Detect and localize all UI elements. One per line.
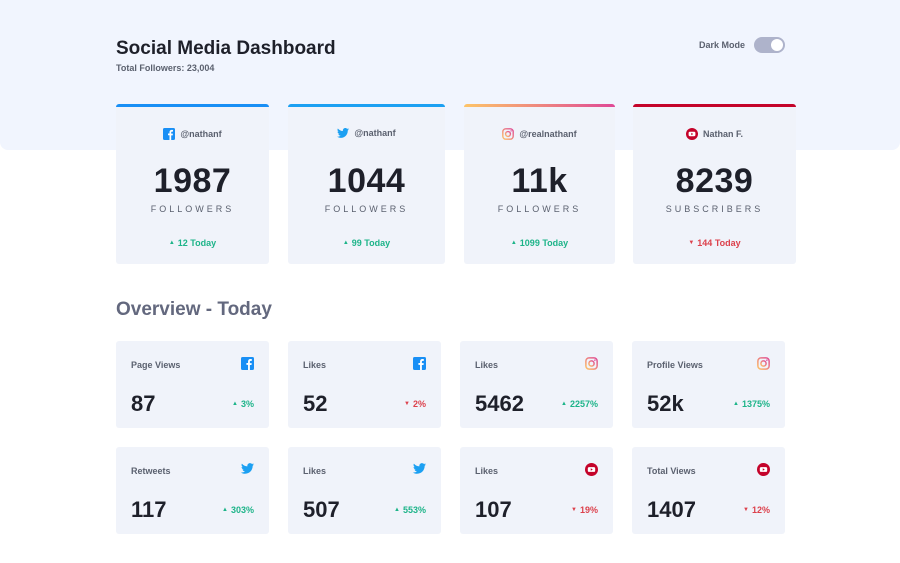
card-stripe: [116, 104, 269, 107]
card-delta-text: 99 Today: [351, 238, 391, 248]
card-youtube[interactable]: Nathan F. 8239 SUBSCRIBERS ▼ 144 Today: [633, 104, 796, 264]
overview-label: Likes: [475, 466, 499, 476]
arrow-up-icon: ▲: [510, 240, 517, 246]
instagram-icon: [757, 357, 770, 370]
page-title: Social Media Dashboard: [116, 38, 336, 59]
dark-mode-label: Dark Mode: [699, 40, 746, 50]
overview-change: ▲ 2257%: [561, 399, 598, 409]
overview-label: Retweets: [131, 466, 171, 476]
overview-value: 117: [131, 497, 167, 522]
overview-change: ▼ 19%: [571, 505, 598, 515]
overview-change: ▲ 553%: [394, 505, 426, 515]
overview-label: Likes: [303, 466, 327, 476]
facebook-icon: [241, 357, 254, 370]
overview-change-text: 3%: [240, 399, 254, 409]
overview-card-profile-views[interactable]: Profile Views 52k ▲ 1375%: [632, 341, 785, 428]
card-handle[interactable]: Nathan F.: [702, 129, 743, 139]
card-delta: ▲ 12 Today: [116, 238, 269, 248]
arrow-up-icon: ▲: [222, 507, 228, 513]
card-handle[interactable]: @realnathanf: [519, 129, 577, 139]
overview-value: 1407: [647, 497, 696, 522]
overview-value: 107: [475, 497, 512, 522]
card-unit: FOLLOWERS: [497, 204, 582, 214]
overview-card-likes-facebook[interactable]: Likes 52 ▼ 2%: [288, 341, 441, 428]
overview-card-likes-instagram[interactable]: Likes 5462 ▲ 2257%: [460, 341, 613, 428]
twitter-icon: [337, 128, 350, 138]
overview-card-total-views[interactable]: Total Views 1407 ▼ 12%: [632, 447, 785, 534]
overview-card-page-views[interactable]: Page Views 87 ▲ 3%: [116, 341, 269, 428]
instagram-icon: [502, 128, 515, 140]
overview-label: Likes: [475, 360, 499, 370]
card-instagram[interactable]: @realnathanf 11k FOLLOWERS ▲ 1099 Today: [464, 104, 615, 264]
overview-change: ▼ 2%: [404, 399, 426, 409]
card-count: 11k: [511, 162, 568, 200]
overview-title: Overview - Today: [116, 299, 272, 320]
overview-label: Profile Views: [647, 360, 703, 370]
youtube-icon: [585, 463, 598, 476]
overview-card-likes-twitter[interactable]: Likes 507 ▲ 553%: [288, 447, 441, 534]
overview-change: ▲ 1375%: [733, 399, 770, 409]
arrow-up-icon: ▲: [394, 507, 400, 513]
overview-change: ▲ 3%: [232, 399, 254, 409]
arrow-down-icon: ▼: [404, 401, 410, 407]
twitter-icon: [241, 463, 254, 474]
card-delta-text: 144 Today: [697, 238, 741, 248]
overview-change-text: 303%: [230, 505, 254, 515]
card-handle[interactable]: @nathanf: [180, 129, 222, 139]
overview-label: Page Views: [131, 360, 181, 370]
card-twitter[interactable]: @nathanf 1044 FOLLOWERS ▲ 99 Today: [288, 104, 445, 264]
overview-value: 52: [303, 391, 328, 416]
total-followers: Total Followers: 23,004: [116, 63, 215, 73]
card-stripe: [288, 104, 445, 107]
card-unit: SUBSCRIBERS: [665, 204, 764, 214]
youtube-icon: [685, 128, 698, 140]
card-facebook[interactable]: @nathanf 1987 FOLLOWERS ▲ 12 Today: [116, 104, 269, 264]
overview-label: Likes: [303, 360, 327, 370]
overview-value: 52k: [647, 391, 684, 416]
arrow-down-icon: ▼: [688, 240, 695, 246]
overview-change-text: 19%: [579, 505, 598, 515]
overview-value: 5462: [475, 391, 524, 416]
overview-label: Total Views: [647, 466, 696, 476]
twitter-icon: [413, 463, 426, 474]
facebook-icon: [163, 128, 176, 140]
card-delta: ▼ 144 Today: [633, 238, 796, 248]
overview-change-text: 2%: [412, 399, 426, 409]
overview-change: ▼ 12%: [743, 505, 770, 515]
card-stripe: [633, 104, 796, 107]
dark-mode-toggle[interactable]: [754, 37, 785, 53]
overview-card-likes-youtube[interactable]: Likes 107 ▼ 19%: [460, 447, 613, 534]
arrow-up-icon: ▲: [168, 240, 175, 246]
card-unit: FOLLOWERS: [324, 204, 409, 214]
overview-change-text: 2257%: [569, 399, 598, 409]
card-delta-text: 12 Today: [177, 238, 217, 248]
card-delta: ▲ 99 Today: [288, 238, 445, 248]
facebook-icon: [413, 357, 426, 370]
arrow-up-icon: ▲: [232, 401, 238, 407]
card-count: 1044: [327, 162, 406, 200]
arrow-down-icon: ▼: [571, 507, 577, 513]
instagram-icon: [585, 357, 598, 370]
card-count: 8239: [675, 162, 754, 200]
overview-value: 87: [131, 391, 156, 416]
arrow-up-icon: ▲: [342, 240, 349, 246]
overview-change-text: 553%: [402, 505, 426, 515]
arrow-up-icon: ▲: [561, 401, 567, 407]
toggle-knob: [771, 39, 783, 51]
card-delta-text: 1099 Today: [519, 238, 569, 248]
card-stripe: [464, 104, 615, 107]
card-unit: FOLLOWERS: [150, 204, 235, 214]
arrow-up-icon: ▲: [733, 401, 739, 407]
overview-value: 507: [303, 497, 340, 522]
card-count: 1987: [153, 162, 232, 200]
card-delta: ▲ 1099 Today: [464, 238, 615, 248]
arrow-down-icon: ▼: [743, 507, 749, 513]
overview-card-retweets[interactable]: Retweets 117 ▲ 303%: [116, 447, 269, 534]
youtube-icon: [757, 463, 770, 476]
overview-change-text: 1375%: [741, 399, 770, 409]
overview-change: ▲ 303%: [222, 505, 254, 515]
overview-change-text: 12%: [751, 505, 770, 515]
card-handle[interactable]: @nathanf: [354, 128, 396, 138]
